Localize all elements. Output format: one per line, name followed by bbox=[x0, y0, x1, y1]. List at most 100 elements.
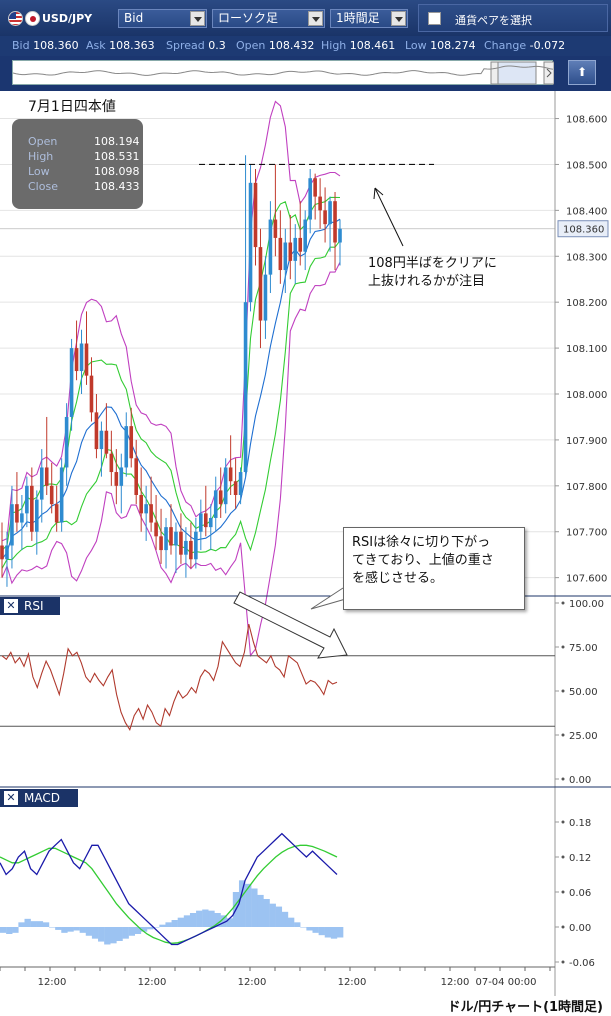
spread-label: Spread bbox=[166, 39, 205, 52]
unlock-icon[interactable]: ⬆ bbox=[568, 60, 596, 85]
ohlc-open-label: Open bbox=[28, 135, 58, 148]
candle-body bbox=[124, 426, 129, 468]
candle-body bbox=[10, 504, 14, 546]
candle-body bbox=[144, 504, 148, 514]
note-arrow-line bbox=[374, 187, 404, 247]
bollinger-lower-2sigma bbox=[1, 261, 341, 657]
candle-body bbox=[5, 545, 9, 560]
macd-histogram-bar bbox=[183, 915, 191, 927]
close-icon[interactable]: ✕ bbox=[4, 599, 18, 613]
rsi-note: RSIは徐々に切り下がっ てきており、上値の重さ を感じさせる。 bbox=[343, 527, 525, 610]
macd-axis: 0.18 0.12 0.06 0.00 -0.06 bbox=[555, 818, 595, 969]
macd-histogram-bar bbox=[251, 888, 258, 927]
candle-body bbox=[154, 522, 158, 537]
macd-panel-tab[interactable]: ✕ MACD bbox=[0, 789, 78, 807]
macd-histogram-bar bbox=[6, 927, 13, 934]
macd-histogram-bar bbox=[98, 927, 105, 942]
macd-histogram-bar bbox=[312, 927, 319, 933]
ohlc-low-row: Low 108.098 bbox=[28, 165, 140, 180]
rsi-grid bbox=[0, 595, 611, 727]
macd-histogram-bar bbox=[214, 913, 221, 927]
macd-tick-dot bbox=[561, 855, 565, 859]
candle-body bbox=[258, 247, 263, 321]
macd-histogram-bar bbox=[147, 927, 154, 930]
chart-type-dropdown[interactable]: ローソク足 bbox=[212, 9, 325, 28]
macd-histogram-bar bbox=[12, 927, 19, 933]
rsi-panel-tab[interactable]: ✕ RSI bbox=[0, 597, 60, 615]
low-quote: Low 108.274 bbox=[405, 39, 476, 52]
macd-histogram-bar bbox=[159, 924, 166, 927]
candle-body bbox=[278, 237, 283, 271]
candle-body bbox=[288, 242, 293, 261]
annotation-overlays bbox=[199, 163, 434, 659]
candle-body bbox=[248, 182, 253, 303]
candle-body bbox=[109, 453, 114, 473]
ask-value: 108.363 bbox=[109, 39, 155, 52]
macd-series bbox=[0, 832, 344, 946]
macd-histogram-bar bbox=[91, 927, 99, 939]
candle-body bbox=[20, 513, 24, 523]
ohlc-open-value: 108.194 bbox=[94, 135, 140, 148]
candle-body bbox=[199, 513, 203, 532]
macd-tick-label: 0.06 bbox=[569, 888, 591, 899]
candle-body bbox=[268, 219, 273, 275]
chart-area: 108.600 108.500 108.400 108.300 108.200 108.1… bbox=[0, 91, 611, 996]
candle-body bbox=[179, 531, 183, 555]
timeframe-dropdown[interactable]: 1時間足 bbox=[330, 9, 408, 28]
candle-body bbox=[34, 499, 39, 532]
rsi-note-line3: を感じさせる。 bbox=[352, 571, 444, 586]
rsi-tick-dot bbox=[561, 601, 565, 605]
macd-histogram-bar bbox=[171, 920, 178, 927]
price-tick-label: 108.400 bbox=[566, 206, 607, 217]
candle-body bbox=[233, 481, 238, 495]
pair-select-button[interactable]: 通貨ペアを選択 bbox=[418, 4, 608, 32]
candle-body bbox=[59, 467, 64, 523]
candles bbox=[0, 155, 342, 587]
navigator-overview[interactable] bbox=[12, 60, 554, 85]
macd-histogram-bar bbox=[287, 917, 295, 927]
bid-value: 108.360 bbox=[33, 39, 79, 52]
candle-body bbox=[159, 536, 163, 551]
bid-label: Bid bbox=[12, 39, 30, 52]
candle-body bbox=[39, 467, 44, 500]
low-label: Low bbox=[405, 39, 427, 52]
pair-checkbox[interactable] bbox=[428, 12, 441, 25]
macd-histogram-bar bbox=[220, 915, 227, 927]
ohlc-high-value: 108.531 bbox=[94, 150, 140, 163]
candle-body bbox=[213, 490, 218, 518]
macd-histogram-bar bbox=[116, 927, 123, 941]
price-tick-label: 108.000 bbox=[566, 390, 607, 401]
candle-body bbox=[15, 504, 19, 523]
price-side-dropdown[interactable]: Bid bbox=[118, 9, 207, 28]
candle-body bbox=[174, 531, 178, 546]
time-tick-label: 12:00 bbox=[138, 977, 167, 988]
navigator-right-arrow[interactable] bbox=[543, 61, 554, 85]
candle-body bbox=[218, 490, 223, 505]
macd-panel-label: MACD bbox=[24, 791, 60, 805]
time-tick-label: 07-04 00:00 bbox=[475, 977, 536, 988]
time-axis: 12:00 12:00 12:00 12:00 12:00 07-04 00:00 bbox=[0, 966, 555, 988]
candle-body bbox=[263, 274, 268, 321]
macd-histogram-bar bbox=[49, 927, 56, 928]
rsi-trend-arrow bbox=[233, 591, 348, 659]
macd-histogram-bar bbox=[128, 927, 135, 936]
macd-histogram-bar bbox=[226, 918, 234, 927]
macd-histogram-bar bbox=[245, 883, 252, 927]
resistance-note-line1: 108円半ばをクリアに bbox=[368, 256, 497, 271]
candle-body bbox=[208, 517, 213, 528]
quote-bar bbox=[0, 36, 611, 56]
candle-body bbox=[139, 495, 143, 514]
candle-body bbox=[149, 504, 153, 523]
candle-body bbox=[318, 196, 322, 211]
macd-histogram-bar bbox=[153, 927, 160, 928]
candle-body bbox=[228, 467, 233, 482]
close-icon[interactable]: ✕ bbox=[4, 791, 18, 805]
macd-histogram-bar bbox=[300, 927, 307, 928]
macd-tick-dot bbox=[561, 890, 565, 894]
symbol-selector[interactable]: USD/JPY bbox=[8, 8, 112, 28]
candle-body bbox=[94, 412, 99, 450]
macd-histogram-bar bbox=[134, 927, 142, 934]
rsi-series bbox=[1, 623, 338, 732]
navigator-left-handle[interactable] bbox=[490, 61, 499, 85]
candle-body bbox=[313, 178, 317, 197]
